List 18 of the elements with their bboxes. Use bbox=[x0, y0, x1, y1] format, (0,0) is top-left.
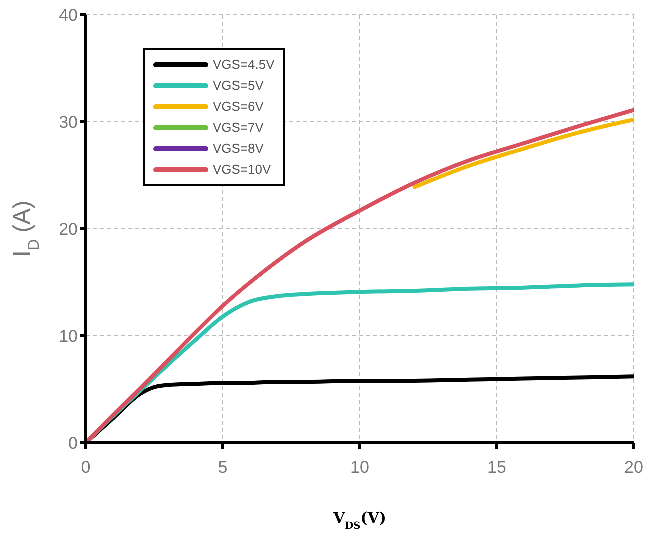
y-tick-label: 0 bbox=[68, 434, 78, 454]
legend-label: VGS=10V bbox=[213, 162, 272, 177]
x-tick-label: 15 bbox=[488, 458, 506, 478]
legend-label: VGS=8V bbox=[213, 141, 264, 156]
x-tick-label: 20 bbox=[624, 458, 644, 478]
y-tick-label: 30 bbox=[59, 113, 78, 132]
y-tick-label: 20 bbox=[59, 220, 78, 240]
y-tick-label: 10 bbox=[59, 327, 78, 346]
line-series bbox=[412, 118, 634, 190]
x-tick-label: 0 bbox=[81, 458, 91, 478]
x-tick-label: 10 bbox=[350, 458, 370, 478]
x-axis-title: V$_{DS}$(V) bbox=[332, 509, 386, 532]
x-tick-label: 5 bbox=[218, 458, 228, 478]
legend-label: VGS=7V bbox=[213, 120, 264, 135]
y-tick-label: 40 bbox=[59, 6, 78, 26]
legend-label: VGS=6V bbox=[213, 99, 264, 114]
legend-label: VGS=4.5V bbox=[213, 57, 275, 72]
legend-label: VGS=5V bbox=[213, 78, 264, 93]
